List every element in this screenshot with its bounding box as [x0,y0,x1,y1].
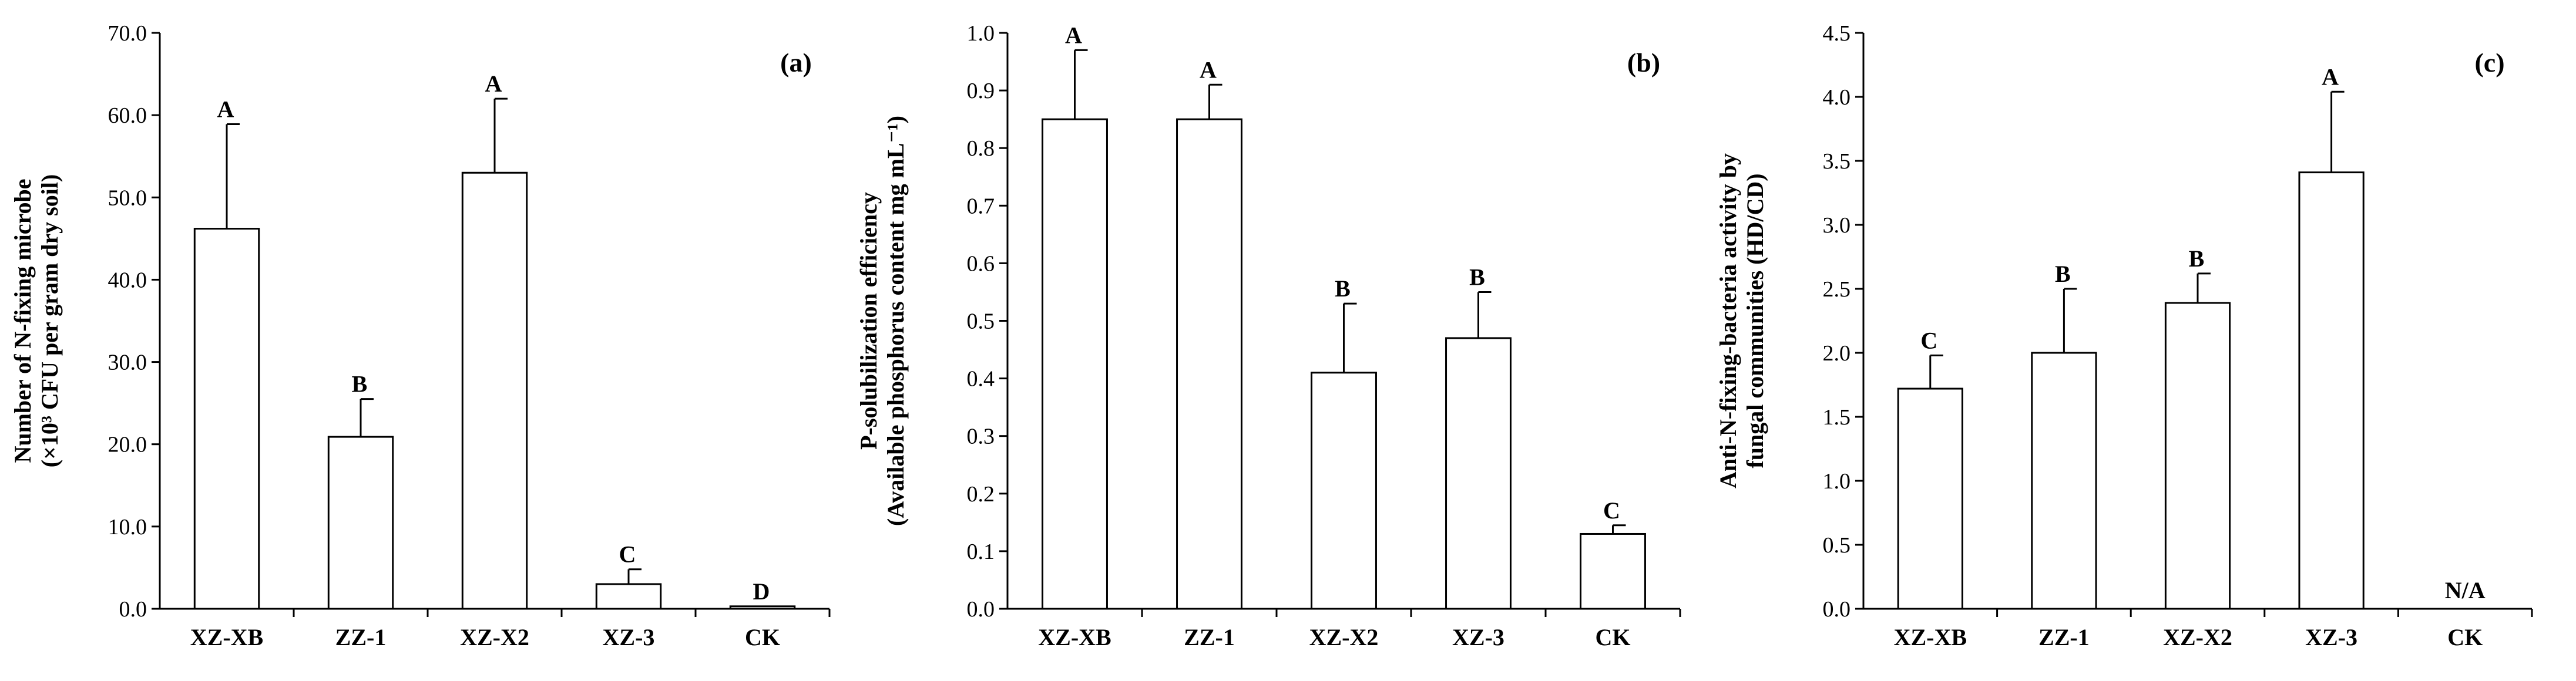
y-tick-label: 4.0 [1823,85,1851,110]
y-tick-label: 3.0 [1823,213,1851,238]
x-category-label: XZ-XB [190,624,263,650]
significance-letter: A [485,70,502,97]
significance-letter: C [1920,327,1937,353]
bar [1445,337,1512,610]
bar [461,171,528,610]
significance-letter: A [1200,56,1217,83]
chart-panel-1: 0.0 10.0 20.0 30.0 40.0 50.0 60.0 70.0 XZ-XB A ZZ-… [9,21,831,650]
significance-letter: B [1469,264,1485,290]
x-category-label: ZZ-1 [335,624,387,650]
x-category-label: XZ-XB [1038,624,1111,650]
x-category-label: ZZ-1 [2038,624,2090,650]
bar [2164,302,2231,610]
y-tick-label: 0.3 [967,424,995,449]
bar [1897,387,1963,610]
significance-letter: C [619,541,636,568]
significance-letter: A [2322,63,2339,90]
significance-letter: A [217,96,234,123]
x-category-label: XZ-3 [1452,624,1504,650]
bar [729,605,796,610]
significance-letter: A [1065,22,1082,48]
y-axis-title-line1: Number of N-fixing microbe [9,178,36,463]
y-tick-label: 1.0 [967,21,995,46]
y-tick-label: 40.0 [108,268,147,292]
panel-label: (a) [780,48,812,77]
x-category-label: XZ-XB [1894,624,1967,650]
y-tick-label: 2.0 [1823,341,1851,366]
x-category-label: CK [745,624,780,650]
y-tick-label: 0.4 [967,367,995,392]
chart-panel-3: 0.0 0.5 1.0 1.5 2.0 2.5 3.0 3.5 4.0 4.5 XZ-XB C ZZ-1… [1715,21,2533,650]
bar [1580,532,1646,610]
bar [2031,352,2097,610]
y-tick-label: 1.0 [1823,469,1851,494]
bar [595,583,662,610]
y-tick-label: 0.6 [967,251,995,276]
y-tick-label: 0.0 [119,597,147,622]
chart-panel-2: 0.0 0.1 0.2 0.3 0.4 0.5 0.6 0.7 0.8 0.9 1.0 XZ-XB A Z… [855,21,1681,650]
significance-letter: C [1603,497,1620,524]
y-axis-title-line2: fungal communities (HD/CD) [1742,173,1768,468]
y-tick-label: 60.0 [108,103,147,128]
x-category-label: XZ-X2 [1309,624,1379,650]
y-tick-label: 4.5 [1823,21,1851,46]
x-category-label: XZ-3 [2305,624,2357,650]
y-tick-label: 0.0 [1823,597,1851,622]
x-category-label: CK [1596,624,1631,650]
significance-letter: B [2189,245,2205,272]
y-tick-label: 0.7 [967,194,995,218]
bar [1042,118,1108,610]
y-tick-label: 50.0 [108,186,147,210]
bar [1311,372,1377,610]
y-tick-label: 0.5 [967,309,995,334]
x-category-label: XZ-X2 [2163,624,2232,650]
significance-letter: B [2055,261,2071,287]
x-category-label: ZZ-1 [1184,624,1235,650]
y-tick-label: 0.1 [967,540,995,564]
y-tick-label: 10.0 [108,515,147,540]
panel-label: (b) [1627,48,1660,77]
bar [2298,171,2365,610]
bar [193,228,260,610]
y-tick-label: 1.5 [1823,405,1851,430]
y-axis-title-line1: Anti-N-fixing-bacteria activity by [1715,153,1741,488]
x-category-label: XZ-3 [603,624,655,650]
na-label: N/A [2445,577,2486,604]
y-tick-label: 70.0 [108,21,147,46]
y-tick-label: 0.9 [967,79,995,103]
y-tick-label: 0.5 [1823,533,1851,558]
bar [327,436,394,610]
y-axis-title-line1: P-solubilization efficiency [855,192,882,450]
y-axis-title-line2: (×10³ CFU per gram dry soil) [36,174,63,468]
x-category-label: XZ-X2 [460,624,529,650]
panel-label: (c) [2474,48,2504,77]
y-tick-label: 0.2 [967,482,995,507]
y-tick-label: 0.8 [967,136,995,161]
y-tick-label: 20.0 [108,433,147,457]
y-tick-label: 30.0 [108,350,147,375]
significance-letter: B [352,371,368,397]
significance-letter: B [1335,275,1351,302]
significance-letter: D [753,578,770,605]
y-tick-label: 2.5 [1823,277,1851,302]
bar [1176,118,1242,610]
y-axis-title-line2: (Available phosphorus content mg mL⁻¹) [882,116,909,526]
y-tick-label: 0.0 [967,597,995,622]
x-category-label: CK [2447,624,2483,650]
y-tick-label: 3.5 [1823,149,1851,174]
